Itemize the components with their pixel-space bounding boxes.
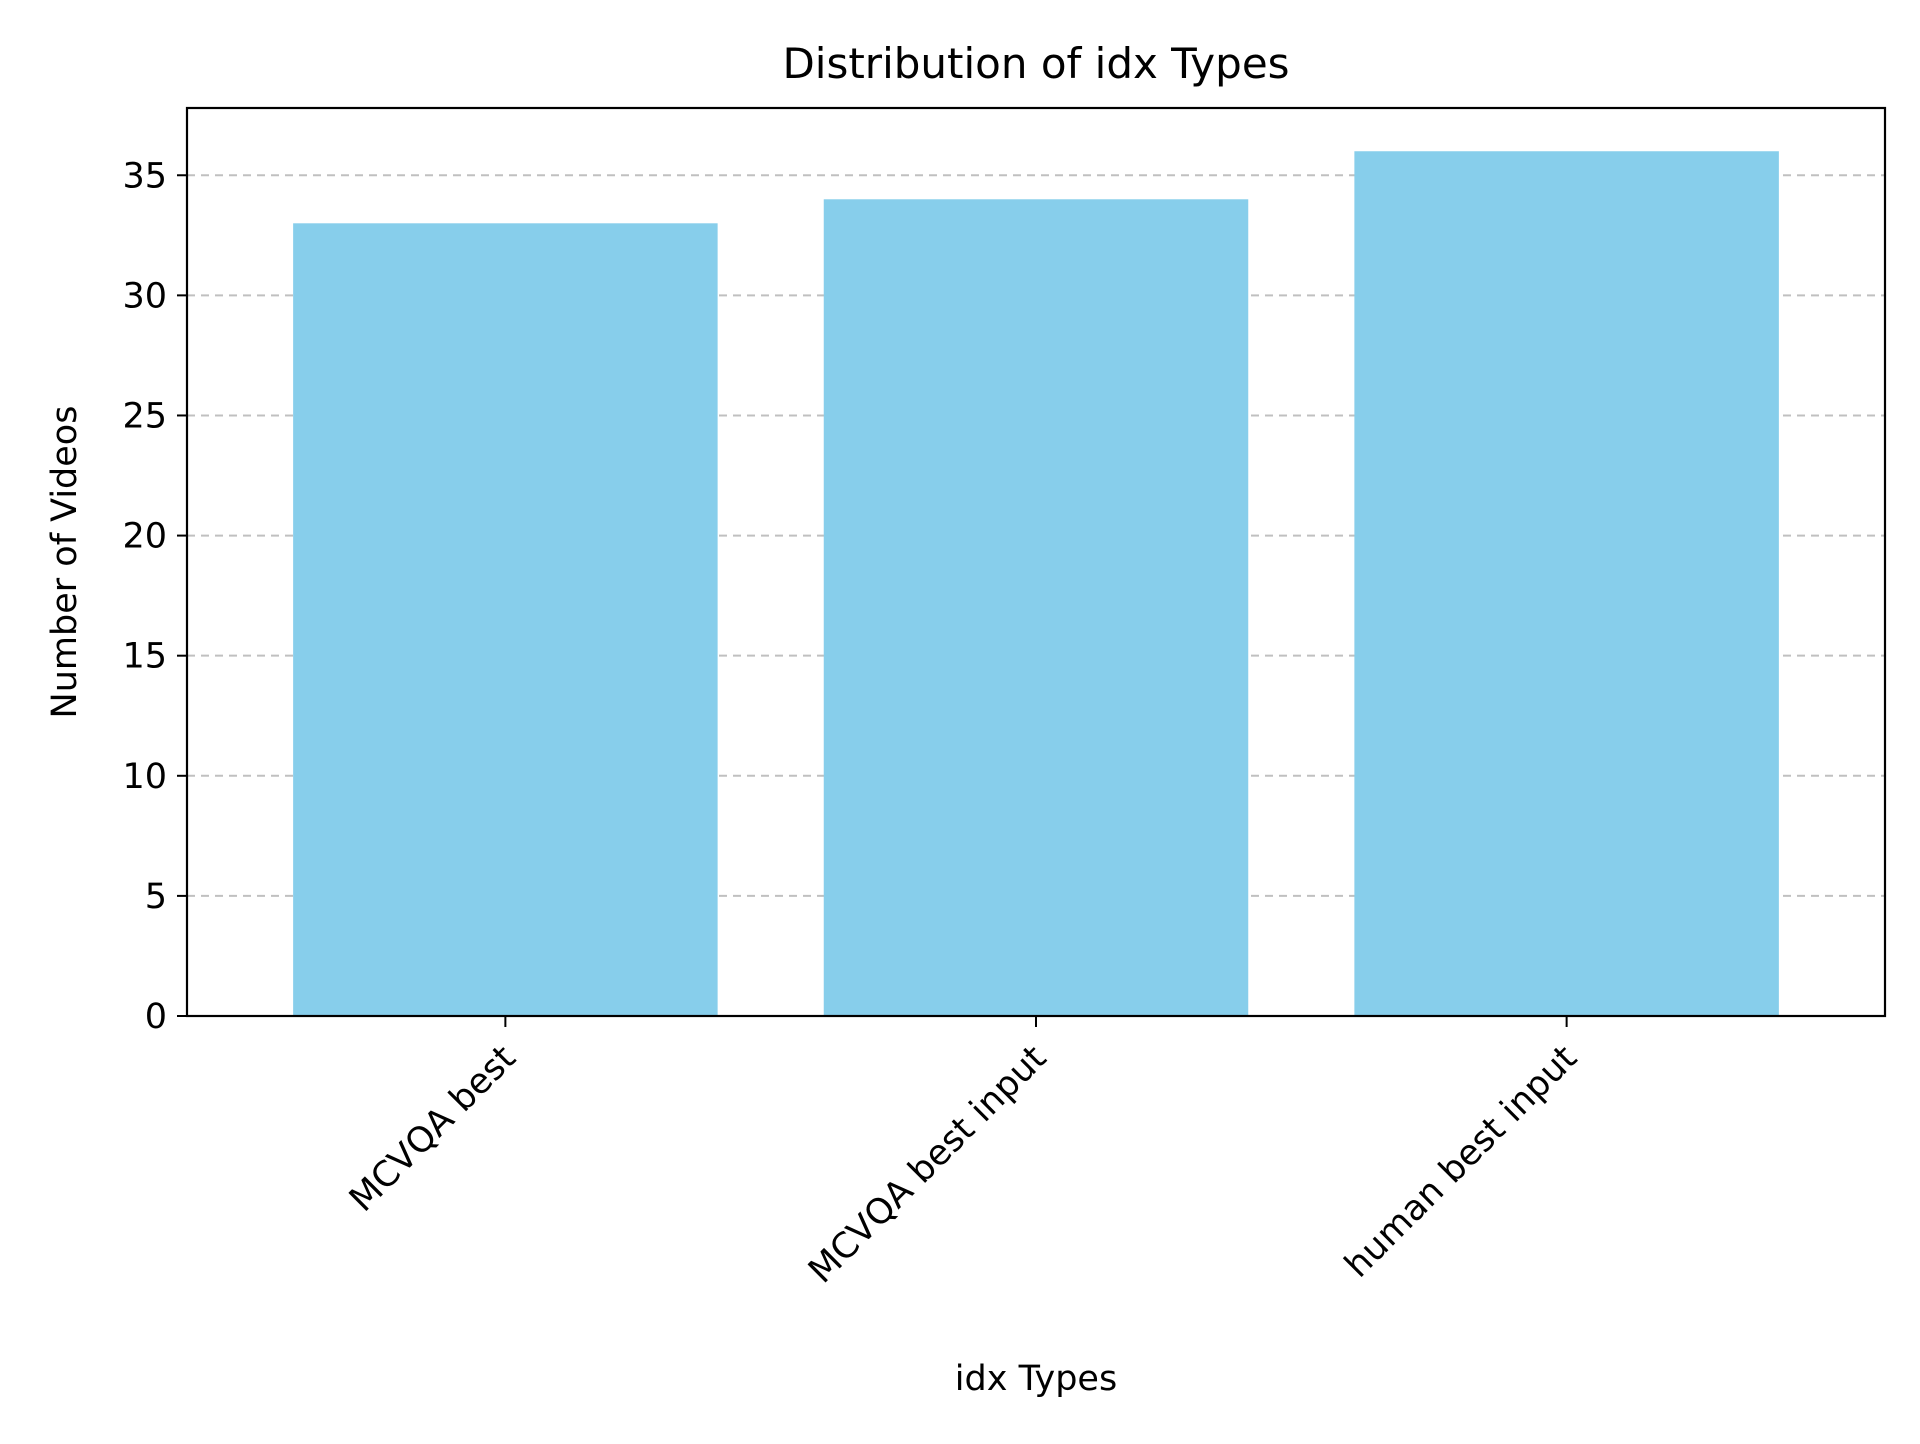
chart-title: Distribution of idx Types bbox=[782, 39, 1289, 88]
x-axis-ticks: MCVQA best MCVQA best input human best inp… bbox=[342, 1016, 1585, 1291]
x-tick-label: MCVQA best input bbox=[801, 1038, 1054, 1291]
x-tick-label: MCVQA best bbox=[342, 1038, 524, 1220]
y-tick-label: 20 bbox=[122, 517, 167, 557]
bar bbox=[823, 199, 1249, 1017]
y-tick-label: 5 bbox=[145, 877, 167, 917]
bars bbox=[293, 151, 1779, 1017]
y-tick-label: 35 bbox=[122, 156, 167, 196]
y-tick-label: 0 bbox=[145, 997, 167, 1037]
x-tick-label: human best input bbox=[1337, 1038, 1585, 1286]
y-tick-label: 25 bbox=[122, 396, 167, 436]
x-axis-label: idx Types bbox=[955, 1359, 1117, 1399]
bar bbox=[293, 223, 718, 1017]
y-tick-label: 10 bbox=[122, 757, 167, 797]
y-tick-label: 15 bbox=[122, 637, 167, 677]
y-axis-ticks: 0 5 10 15 20 25 30 35 bbox=[122, 156, 187, 1037]
y-axis-label: Number of Videos bbox=[45, 406, 85, 719]
bar bbox=[1354, 151, 1779, 1016]
y-tick-label: 30 bbox=[122, 276, 167, 316]
